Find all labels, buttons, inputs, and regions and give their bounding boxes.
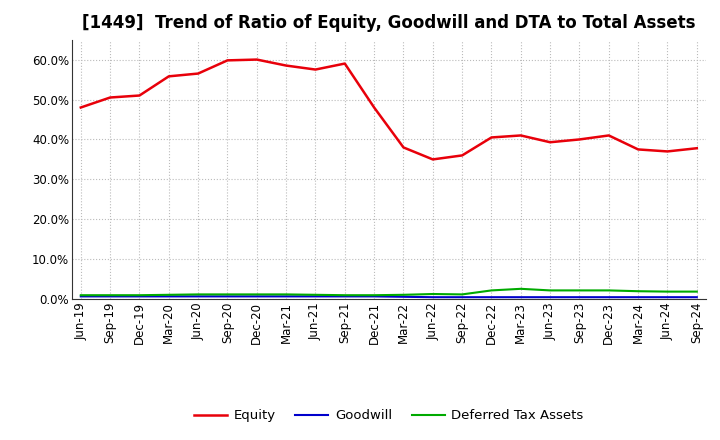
Goodwill bbox=[341, 294, 349, 299]
Goodwill bbox=[663, 294, 672, 300]
Equity bbox=[282, 63, 290, 68]
Equity bbox=[106, 95, 114, 100]
Equity bbox=[575, 137, 584, 142]
Equity bbox=[487, 135, 496, 140]
Goodwill bbox=[76, 294, 85, 299]
Deferred Tax Assets bbox=[546, 288, 554, 293]
Equity bbox=[341, 61, 349, 66]
Goodwill bbox=[575, 294, 584, 300]
Deferred Tax Assets bbox=[634, 289, 642, 294]
Deferred Tax Assets bbox=[311, 292, 320, 297]
Equity bbox=[194, 71, 202, 76]
Equity bbox=[634, 147, 642, 152]
Equity bbox=[76, 105, 85, 110]
Deferred Tax Assets bbox=[428, 291, 437, 297]
Equity bbox=[428, 157, 437, 162]
Deferred Tax Assets bbox=[282, 292, 290, 297]
Deferred Tax Assets bbox=[106, 293, 114, 298]
Goodwill bbox=[282, 294, 290, 299]
Equity bbox=[693, 146, 701, 151]
Deferred Tax Assets bbox=[663, 289, 672, 294]
Deferred Tax Assets bbox=[458, 292, 467, 297]
Line: Equity: Equity bbox=[81, 59, 697, 159]
Deferred Tax Assets bbox=[693, 289, 701, 294]
Deferred Tax Assets bbox=[516, 286, 525, 291]
Deferred Tax Assets bbox=[194, 292, 202, 297]
Line: Deferred Tax Assets: Deferred Tax Assets bbox=[81, 289, 697, 295]
Equity bbox=[546, 139, 554, 145]
Goodwill bbox=[605, 294, 613, 300]
Deferred Tax Assets bbox=[253, 292, 261, 297]
Equity bbox=[458, 153, 467, 158]
Deferred Tax Assets bbox=[605, 288, 613, 293]
Goodwill bbox=[223, 294, 232, 299]
Equity bbox=[399, 145, 408, 150]
Goodwill bbox=[399, 294, 408, 300]
Goodwill bbox=[370, 294, 379, 299]
Deferred Tax Assets bbox=[575, 288, 584, 293]
Goodwill bbox=[458, 294, 467, 300]
Equity bbox=[663, 149, 672, 154]
Title: [1449]  Trend of Ratio of Equity, Goodwill and DTA to Total Assets: [1449] Trend of Ratio of Equity, Goodwil… bbox=[82, 15, 696, 33]
Goodwill bbox=[428, 294, 437, 300]
Goodwill bbox=[311, 294, 320, 299]
Deferred Tax Assets bbox=[487, 288, 496, 293]
Equity bbox=[311, 67, 320, 72]
Deferred Tax Assets bbox=[370, 293, 379, 298]
Equity bbox=[164, 74, 173, 79]
Equity bbox=[223, 58, 232, 63]
Equity bbox=[253, 57, 261, 62]
Goodwill bbox=[634, 294, 642, 300]
Goodwill bbox=[487, 294, 496, 300]
Goodwill bbox=[135, 294, 144, 299]
Equity bbox=[135, 93, 144, 98]
Equity bbox=[605, 133, 613, 138]
Deferred Tax Assets bbox=[76, 293, 85, 298]
Legend: Equity, Goodwill, Deferred Tax Assets: Equity, Goodwill, Deferred Tax Assets bbox=[189, 404, 589, 428]
Goodwill bbox=[164, 294, 173, 299]
Goodwill bbox=[106, 294, 114, 299]
Equity bbox=[370, 105, 379, 110]
Goodwill bbox=[194, 294, 202, 299]
Deferred Tax Assets bbox=[399, 292, 408, 297]
Deferred Tax Assets bbox=[341, 293, 349, 298]
Goodwill bbox=[516, 294, 525, 300]
Deferred Tax Assets bbox=[164, 292, 173, 297]
Deferred Tax Assets bbox=[223, 292, 232, 297]
Goodwill bbox=[693, 294, 701, 300]
Deferred Tax Assets bbox=[135, 293, 144, 298]
Goodwill bbox=[546, 294, 554, 300]
Goodwill bbox=[253, 294, 261, 299]
Equity bbox=[516, 133, 525, 138]
